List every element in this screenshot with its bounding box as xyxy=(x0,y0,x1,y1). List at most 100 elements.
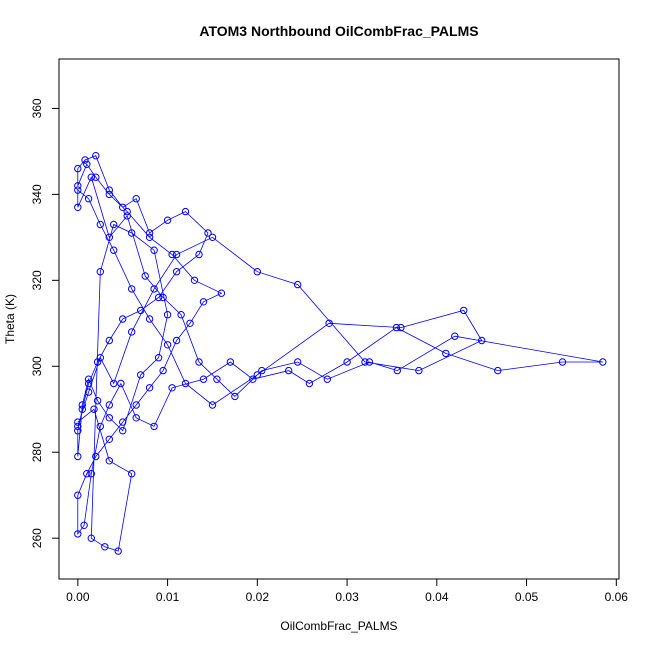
data-point xyxy=(145,384,154,392)
data-point xyxy=(83,470,91,478)
data-point xyxy=(96,422,105,431)
data-point xyxy=(105,233,114,242)
data-point xyxy=(141,272,149,280)
data-point xyxy=(74,418,82,426)
data-point xyxy=(150,246,158,254)
data-point xyxy=(110,379,118,388)
data-point xyxy=(87,534,96,542)
data-point xyxy=(294,280,302,289)
data-point xyxy=(181,379,190,388)
data-point xyxy=(80,521,88,529)
data-point xyxy=(92,173,100,181)
data-point xyxy=(101,543,109,551)
data-point xyxy=(208,401,217,409)
data-point xyxy=(323,375,331,383)
data-point xyxy=(114,547,122,555)
data-point xyxy=(599,358,607,366)
data-point xyxy=(393,366,401,375)
data-point xyxy=(558,358,567,366)
data-point xyxy=(305,379,314,388)
data-point xyxy=(74,452,82,461)
data-point xyxy=(159,293,167,302)
data-point xyxy=(163,216,172,224)
data-point xyxy=(163,341,172,349)
data-point xyxy=(397,323,405,332)
data-point xyxy=(226,358,235,366)
data-point xyxy=(128,328,136,336)
data-point xyxy=(105,336,114,345)
x-axis: 0.00 0.01 0.02 0.03 0.04 0.05 0.06 xyxy=(66,578,628,604)
data-point xyxy=(231,392,239,401)
data-point xyxy=(217,289,226,297)
plot-area xyxy=(58,58,620,580)
data-point xyxy=(78,405,87,413)
data-point xyxy=(285,366,293,375)
data-point xyxy=(96,268,105,276)
data-point xyxy=(294,358,302,366)
data-point xyxy=(150,285,158,293)
data-point xyxy=(119,427,127,435)
data-point xyxy=(105,435,114,443)
data-point xyxy=(213,375,221,383)
data-point xyxy=(132,195,140,203)
data-point xyxy=(87,173,96,181)
data-point xyxy=(181,207,190,216)
data-point xyxy=(172,250,181,259)
data-point xyxy=(74,530,82,538)
data-point xyxy=(249,375,257,383)
y-tick-label: 260 xyxy=(30,528,44,548)
data-point xyxy=(172,336,181,345)
x-axis-label: OilCombFrac_PALMS xyxy=(280,619,397,633)
data-point xyxy=(105,401,114,409)
y-tick-label: 360 xyxy=(30,98,44,118)
x-tick-label: 0.02 xyxy=(246,590,270,604)
data-point xyxy=(90,405,98,413)
data-point xyxy=(137,306,145,315)
y-tick-label: 300 xyxy=(30,356,44,376)
plot-frame xyxy=(58,58,620,580)
data-point xyxy=(132,401,140,409)
data-point xyxy=(204,229,212,237)
data-point xyxy=(74,422,82,431)
data-point xyxy=(195,250,203,259)
data-point xyxy=(74,427,82,435)
data-point xyxy=(494,366,502,375)
x-tick-label: 0.01 xyxy=(156,590,180,604)
data-point xyxy=(190,276,199,284)
series-line xyxy=(77,155,603,552)
data-point xyxy=(253,268,261,276)
data-point xyxy=(84,388,93,396)
x-tick-label: 0.03 xyxy=(335,590,359,604)
data-point xyxy=(84,375,93,383)
data-point xyxy=(110,246,118,254)
data-point xyxy=(145,233,154,242)
y-tick-label: 280 xyxy=(30,442,44,462)
data-point xyxy=(154,293,163,302)
data-point xyxy=(81,156,89,164)
data-point xyxy=(365,358,374,366)
x-tick-label: 0.05 xyxy=(515,590,539,604)
data-point xyxy=(123,212,131,220)
data-point xyxy=(105,457,114,465)
data-point xyxy=(199,298,208,306)
data-point xyxy=(93,397,102,405)
data-point xyxy=(84,195,93,203)
data-layer xyxy=(74,152,607,555)
data-point xyxy=(415,366,423,375)
data-point xyxy=(177,311,185,319)
y-axis-label: Theta (K) xyxy=(3,294,17,344)
data-point xyxy=(92,452,100,461)
data-point xyxy=(163,311,172,319)
data-point xyxy=(119,418,127,426)
data-point xyxy=(110,220,118,229)
y-tick-label: 340 xyxy=(30,184,44,204)
data-point xyxy=(159,366,167,375)
chart-title: ATOM3 Northbound OilCombFrac_PALMS xyxy=(199,23,478,39)
data-point xyxy=(145,315,154,323)
data-point xyxy=(460,306,468,315)
data-point xyxy=(172,268,181,276)
y-axis: 260 280 300 320 340 360 xyxy=(30,98,60,548)
data-point xyxy=(258,366,266,375)
data-point xyxy=(137,371,145,379)
data-point xyxy=(105,186,114,194)
